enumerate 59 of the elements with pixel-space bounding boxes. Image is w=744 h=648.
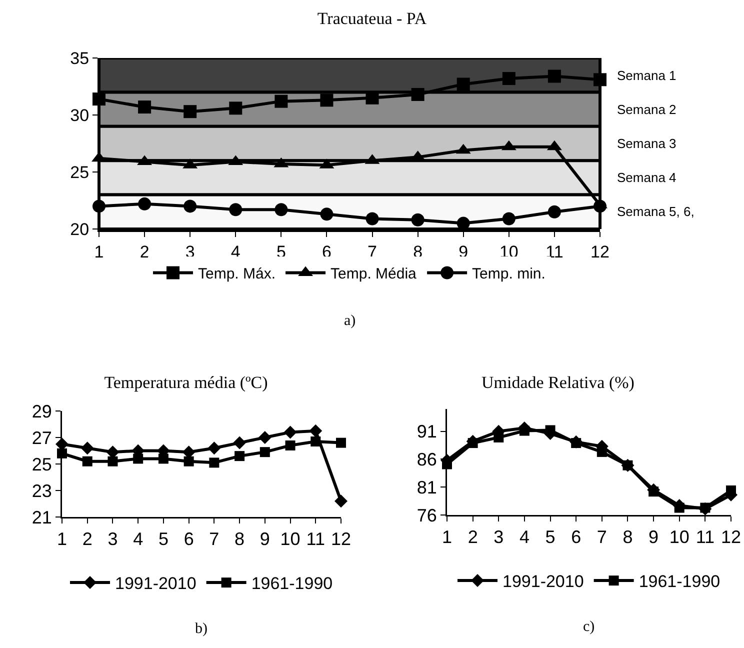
- chart-title: Temperatura média (ºC): [104, 372, 268, 392]
- x-tick-label: 11: [306, 529, 325, 550]
- x-tick-label: 8: [622, 527, 633, 548]
- y-tick-label: 20: [70, 220, 90, 239]
- x-tick-label: 3: [494, 527, 504, 548]
- x-tick-label: 1: [56, 529, 68, 550]
- x-tick-label: 9: [648, 527, 659, 548]
- x-tick-label: 1: [442, 527, 452, 548]
- x-tick-label: 10: [280, 529, 300, 550]
- y-tick-label: 76: [416, 505, 437, 526]
- legend-label: 1991-2010: [115, 574, 196, 594]
- x-tick-label: 1: [94, 242, 104, 262]
- y-tick-label: 27: [32, 428, 52, 448]
- y-tick-label: 81: [416, 477, 437, 498]
- chart-title: Umidade Relativa (%): [482, 372, 634, 392]
- y-tick-label: 23: [32, 480, 52, 501]
- legend-label: 1961-1990: [251, 574, 333, 594]
- legend-label: Temp. min.: [472, 266, 546, 283]
- legend-label: 1961-1990: [638, 572, 720, 592]
- x-tick-label: 3: [108, 529, 118, 550]
- x-tick-label: 6: [571, 527, 582, 548]
- x-tick-label: 5: [158, 529, 168, 550]
- x-tick-label: 4: [230, 242, 240, 262]
- y-tick-label: 25: [32, 454, 52, 474]
- x-tick-label: 11: [696, 527, 715, 548]
- band-label: Semana 3: [617, 136, 676, 151]
- text: b): [195, 621, 208, 637]
- x-tick-label: 4: [133, 529, 144, 550]
- x-tick-label: 9: [260, 529, 270, 550]
- y-tick-label: 86: [416, 450, 437, 470]
- text: c): [583, 619, 595, 635]
- legend-label: Temp. Média: [330, 266, 418, 283]
- y-tick-label: 25: [70, 162, 90, 182]
- y-tick-label: 29: [32, 401, 52, 422]
- x-tick-label: 5: [545, 527, 556, 548]
- x-tick-label: 2: [82, 529, 92, 550]
- legend-label: 1991-2010: [502, 572, 584, 592]
- x-tick-label: 2: [468, 527, 478, 548]
- band-label: Semana 1: [617, 68, 676, 83]
- x-tick-label: 12: [720, 527, 742, 548]
- x-tick-label: 12: [330, 529, 352, 550]
- x-tick-label: 12: [590, 242, 610, 262]
- band-label: Semana 2: [617, 102, 676, 117]
- x-tick-label: 8: [234, 529, 245, 550]
- y-tick-label: 21: [32, 507, 52, 528]
- x-tick-label: 7: [596, 527, 607, 548]
- x-tick-label: 10: [669, 527, 690, 548]
- y-tick-label: 30: [70, 106, 90, 125]
- band-label: Semana 4: [617, 170, 676, 185]
- x-tick-label: 2: [140, 242, 150, 262]
- chart-title: Tracuateua - PA: [317, 8, 428, 28]
- x-tick-label: 6: [184, 529, 194, 550]
- band-label: Semana 5, 6,: [617, 204, 694, 219]
- x-tick-label: 7: [209, 529, 220, 550]
- y-tick-label: 35: [70, 48, 90, 68]
- x-tick-label: 4: [519, 527, 530, 548]
- text: a): [344, 313, 356, 329]
- y-tick-label: 91: [416, 422, 437, 442]
- legend-label: Temp. Máx.: [198, 266, 276, 283]
